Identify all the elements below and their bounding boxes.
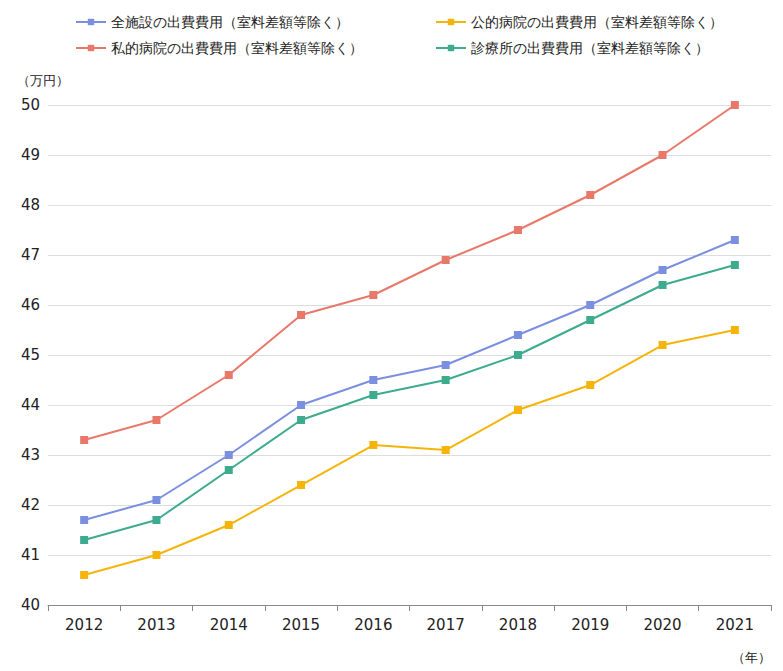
svg-text:2015: 2015 [282,616,320,634]
svg-text:（年）: （年） [732,650,771,665]
svg-text:2018: 2018 [499,616,537,634]
svg-text:2017: 2017 [427,616,465,634]
svg-text:2021: 2021 [716,616,754,634]
svg-text:私的病院の出費費用（室料差額等除く）: 私的病院の出費費用（室料差額等除く） [111,40,363,56]
svg-text:2012: 2012 [65,616,103,634]
svg-text:48: 48 [21,196,40,214]
svg-text:42: 42 [21,496,40,514]
svg-text:2019: 2019 [571,616,609,634]
svg-text:44: 44 [21,396,40,414]
svg-text:46: 46 [21,296,40,314]
svg-text:49: 49 [21,146,40,164]
svg-text:（万円）: （万円） [17,73,69,88]
svg-text:2013: 2013 [137,616,175,634]
svg-text:41: 41 [21,546,40,564]
svg-text:診療所の出費費用（室料差額等除く）: 診療所の出費費用（室料差額等除く） [471,40,709,56]
svg-text:2014: 2014 [210,616,248,634]
svg-text:全施設の出費費用（室料差額等除く）: 全施設の出費費用（室料差額等除く） [111,14,349,30]
svg-text:40: 40 [21,596,40,614]
svg-text:2016: 2016 [354,616,392,634]
svg-text:43: 43 [21,446,40,464]
svg-text:45: 45 [21,346,40,364]
svg-text:2020: 2020 [643,616,681,634]
svg-text:50: 50 [21,96,40,114]
svg-text:公的病院の出費費用（室料差額等除く）: 公的病院の出費費用（室料差額等除く） [471,14,723,30]
svg-text:47: 47 [21,246,40,264]
